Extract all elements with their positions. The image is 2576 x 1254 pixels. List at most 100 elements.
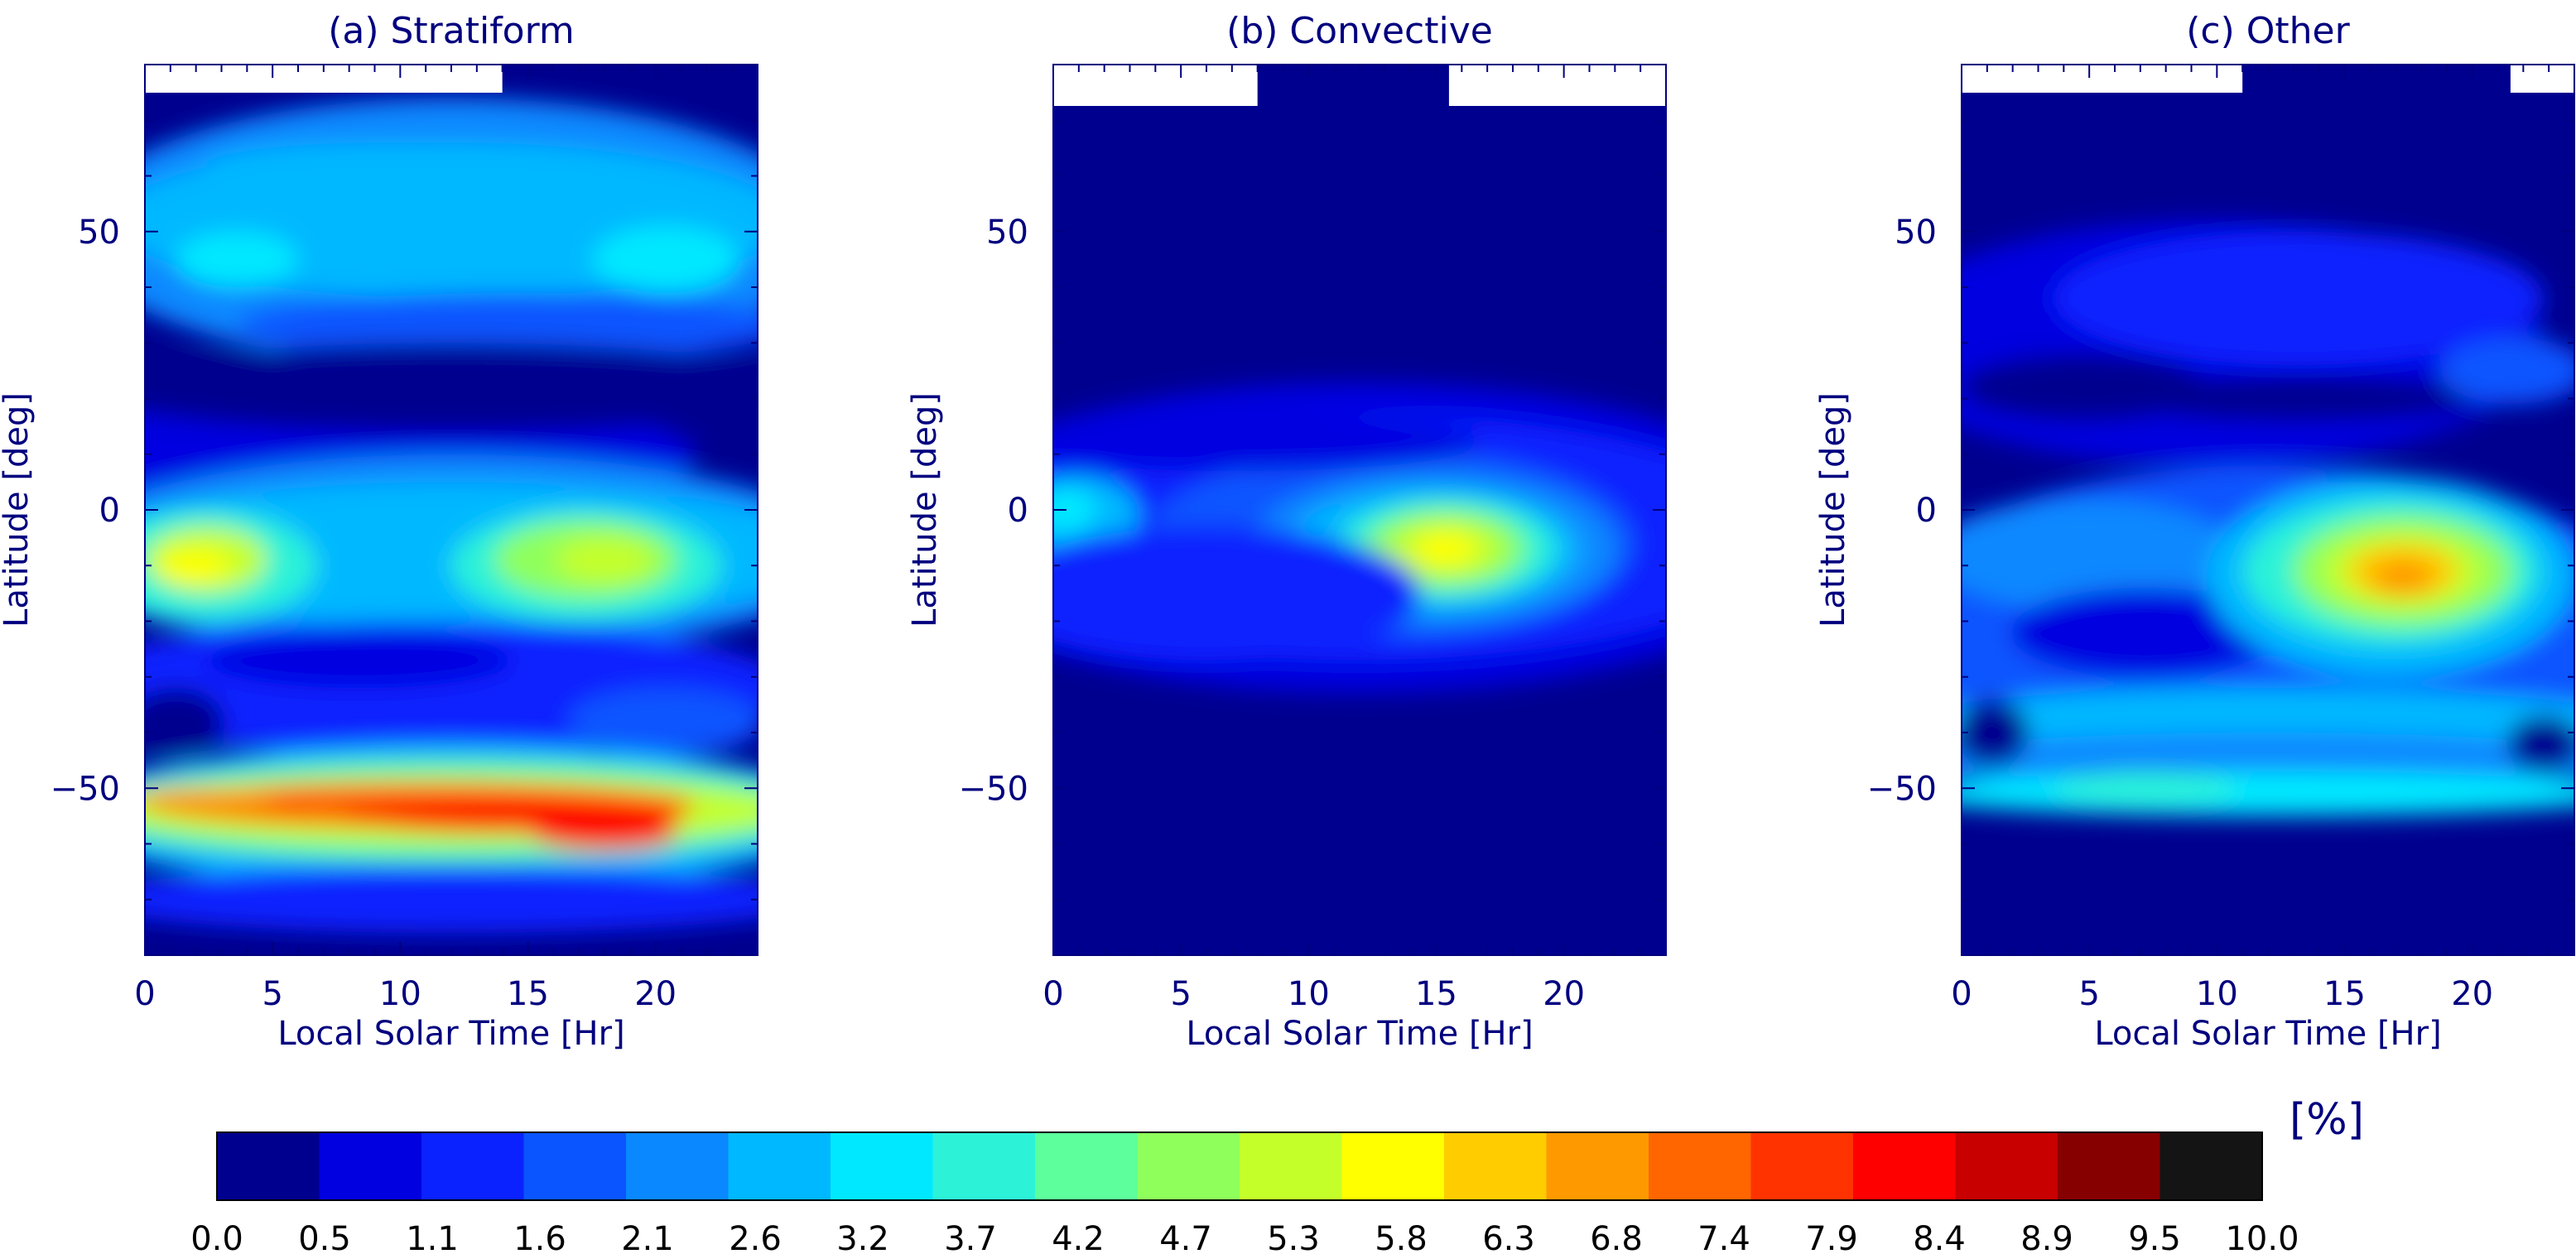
contour-region bbox=[145, 866, 758, 934]
panel-1: (a) Stratiform 0 5 10 15 20 50 0 −50 Local Solar … bbox=[0, 10, 758, 1053]
colorbar-swatch bbox=[2160, 1132, 2263, 1200]
colorbar-swatch bbox=[932, 1132, 1036, 1200]
panel-title: (b) Convective bbox=[1226, 10, 1493, 52]
y-tick-label: −50 bbox=[1867, 770, 1937, 808]
x-tick-label: 15 bbox=[2323, 975, 2366, 1013]
y-axis-label: Latitude [deg] bbox=[906, 392, 944, 627]
x-tick-label: 0 bbox=[1951, 975, 1972, 1013]
colorbar-level-label: 3.7 bbox=[944, 1220, 997, 1254]
contour-region bbox=[531, 815, 678, 850]
colorbar-unit: [%] bbox=[2290, 1095, 2364, 1145]
colorbar-swatch bbox=[1240, 1132, 1342, 1200]
x-tick-label: 5 bbox=[1170, 975, 1191, 1013]
contour-region bbox=[206, 142, 574, 187]
contour-region bbox=[2115, 376, 2482, 421]
x-tick-label: 15 bbox=[1415, 975, 1457, 1013]
colorbar-level-label: 5.3 bbox=[1267, 1220, 1320, 1254]
colorbar-swatch bbox=[217, 1132, 320, 1200]
y-tick-label: 50 bbox=[986, 214, 1028, 252]
x-tick-label: 10 bbox=[1288, 975, 1330, 1013]
heatmap-field bbox=[145, 65, 758, 955]
contour-region bbox=[145, 688, 225, 755]
contour-region bbox=[237, 292, 758, 360]
contour-region bbox=[2506, 715, 2574, 772]
missing-data-region bbox=[1962, 65, 2243, 93]
panel-title: (c) Other bbox=[2186, 10, 2350, 52]
contour-region bbox=[2439, 337, 2574, 405]
colorbar-swatch bbox=[421, 1132, 524, 1200]
x-tick-label: 15 bbox=[507, 975, 549, 1013]
missing-data-region bbox=[2510, 65, 2574, 93]
colorbar-swatch bbox=[728, 1132, 831, 1200]
contour-region bbox=[1053, 488, 1096, 532]
colorbar-level-label: 5.8 bbox=[1375, 1220, 1428, 1254]
x-axis-label: Local Solar Time [Hr] bbox=[2094, 1015, 2441, 1053]
colorbar-swatch bbox=[1750, 1132, 1854, 1200]
colorbar-level-label: 8.4 bbox=[1913, 1220, 1966, 1254]
colorbar-swatch bbox=[1444, 1132, 1547, 1200]
colorbar-swatch bbox=[1649, 1132, 1751, 1200]
x-tick-label: 20 bbox=[634, 975, 677, 1013]
contour-region bbox=[176, 231, 298, 287]
x-tick-label: 0 bbox=[1042, 975, 1063, 1013]
colorbar-level-label: 9.5 bbox=[2128, 1220, 2181, 1254]
contour-region bbox=[592, 226, 739, 293]
y-tick-label: 50 bbox=[1895, 214, 1937, 252]
x-tick-label: 5 bbox=[262, 975, 282, 1013]
colorbar-swatch bbox=[319, 1132, 422, 1200]
contour-region bbox=[1053, 526, 1421, 661]
colorbar-level-label: 2.6 bbox=[729, 1220, 782, 1254]
colorbar-level-label: 7.9 bbox=[1805, 1220, 1858, 1254]
colorbar-swatch bbox=[523, 1132, 627, 1200]
x-axis-label: Local Solar Time [Hr] bbox=[1186, 1015, 1533, 1053]
contour-region bbox=[1053, 415, 1482, 471]
contour-region bbox=[156, 549, 231, 583]
colorbar-swatch bbox=[1955, 1132, 2058, 1200]
contour-region bbox=[2010, 588, 2280, 677]
y-axis-label: Latitude [deg] bbox=[0, 392, 36, 627]
panel-2: (b) Convective 0 5 10 15 20 50 0 −50 Local Solar … bbox=[906, 10, 1667, 1053]
y-tick-label: 0 bbox=[99, 492, 120, 530]
colorbar-swatch bbox=[1137, 1132, 1240, 1200]
x-tick-label: 10 bbox=[2196, 975, 2238, 1013]
y-tick-label: 0 bbox=[1916, 492, 1937, 530]
colorbar-level-label: 2.1 bbox=[621, 1220, 674, 1254]
contour-region bbox=[1962, 699, 2030, 766]
colorbar-level-label: 10.0 bbox=[2225, 1220, 2299, 1254]
x-tick-label: 20 bbox=[2451, 975, 2493, 1013]
contour-region bbox=[206, 632, 513, 689]
x-tick-label: 5 bbox=[2078, 975, 2099, 1013]
colorbar-swatch bbox=[1853, 1132, 1956, 1200]
contour-region bbox=[567, 688, 758, 755]
x-axis-label: Local Solar Time [Hr] bbox=[277, 1015, 624, 1053]
colorbar-swatch bbox=[831, 1132, 933, 1200]
colorbar-level-label: 1.6 bbox=[513, 1220, 566, 1254]
contour-region bbox=[2054, 771, 2237, 805]
colorbar-level-label: 7.4 bbox=[1697, 1220, 1750, 1254]
panel-title: (a) Stratiform bbox=[328, 10, 575, 52]
y-tick-label: −50 bbox=[959, 770, 1028, 808]
y-tick-label: 0 bbox=[1008, 492, 1028, 530]
y-tick-label: −50 bbox=[51, 770, 120, 808]
contour-region bbox=[1414, 531, 1476, 566]
colorbar-swatch bbox=[2058, 1132, 2160, 1200]
colorbar-level-label: 4.7 bbox=[1159, 1220, 1212, 1254]
contour-region bbox=[2371, 560, 2434, 593]
colorbar-level-label: 6.8 bbox=[1590, 1220, 1643, 1254]
missing-data-region bbox=[1448, 65, 1666, 106]
y-tick-label: 50 bbox=[78, 214, 120, 252]
x-tick-label: 0 bbox=[134, 975, 155, 1013]
colorbar-level-label: 6.3 bbox=[1482, 1220, 1535, 1254]
colorbar-swatch bbox=[1546, 1132, 1649, 1200]
contour-region bbox=[145, 343, 758, 432]
contour-region bbox=[1962, 498, 2237, 611]
heatmap-field bbox=[1053, 65, 1666, 955]
colorbar-level-label: 1.1 bbox=[406, 1220, 459, 1254]
heatmap-field bbox=[1962, 65, 2574, 955]
colorbar-level-label: 8.9 bbox=[2020, 1220, 2073, 1254]
y-axis-label: Latitude [deg] bbox=[1814, 392, 1852, 627]
colorbar-level-label: 3.2 bbox=[836, 1220, 889, 1254]
contour-region bbox=[145, 788, 280, 811]
colorbar-level-label: 4.2 bbox=[1052, 1220, 1105, 1254]
